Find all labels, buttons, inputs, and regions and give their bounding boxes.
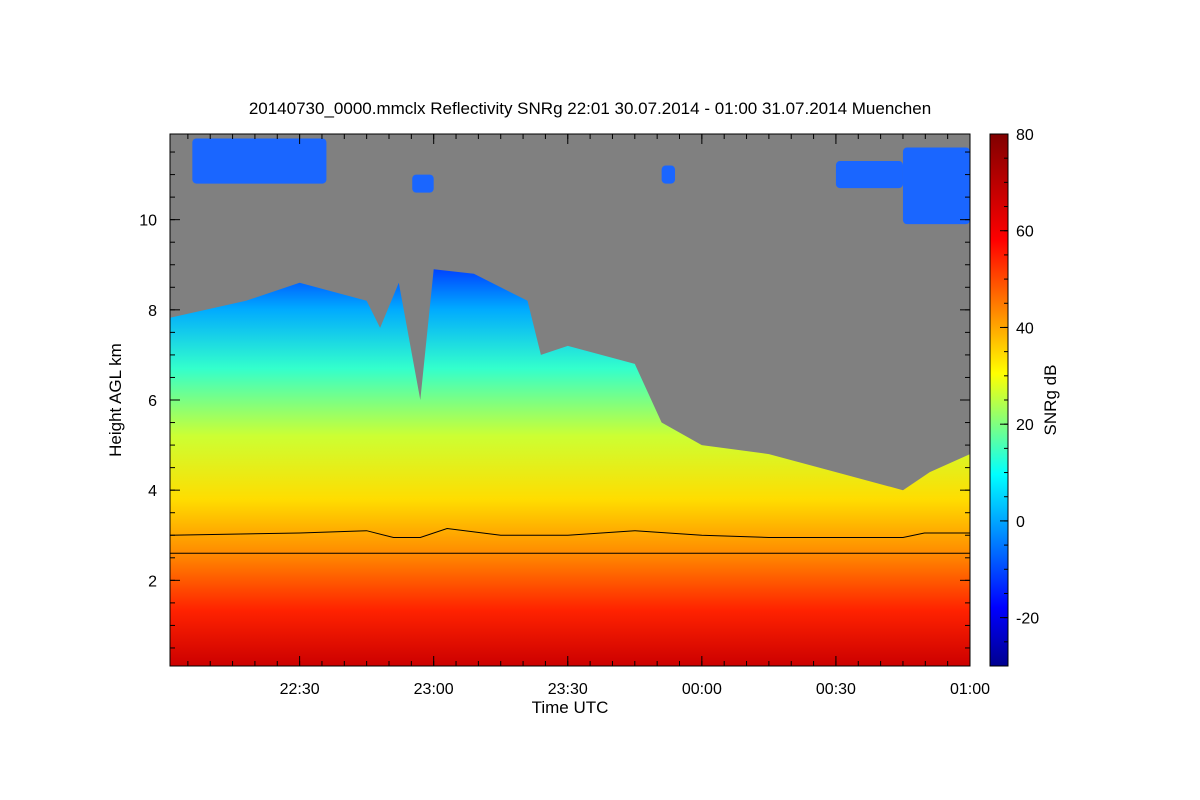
x-tick-label: 23:30 — [548, 681, 588, 698]
x-tick-label: 00:00 — [682, 681, 722, 698]
cirrus-patches — [192, 138, 970, 225]
colorbar-tick-label: 60 — [1016, 224, 1034, 241]
colorbar-tick-label: 0 — [1016, 514, 1025, 531]
colorbar-axis: -20 0 20 40 60 80 — [1000, 127, 1039, 667]
cirrus-patch-3 — [835, 161, 903, 189]
x-tick-label: 23:00 — [414, 681, 454, 698]
y-tick-label: 8 — [148, 303, 157, 320]
colorbar-tick-label: 80 — [1016, 127, 1034, 144]
x-axis: 22:30 23:00 23:30 00:00 00:30 01:00 — [187, 134, 990, 698]
melting-layer-line — [170, 527, 970, 538]
x-axis-label: Time UTC — [532, 698, 609, 717]
x-tick-label: 01:00 — [950, 681, 990, 698]
y-tick-label: 2 — [148, 573, 157, 590]
cirrus-patch-0 — [192, 138, 327, 184]
colorbar-tick-label: 20 — [1016, 417, 1034, 434]
chart-title: 20140730_0000.mmclx Reflectivity SNRg 22… — [249, 99, 931, 118]
cirrus-patch-2 — [661, 165, 676, 184]
colorbar-label: SNRg dB — [1041, 365, 1060, 436]
cirrus-patch-1 — [412, 174, 434, 193]
y-tick-label: 6 — [148, 393, 157, 410]
colorbar-tick-label: -20 — [1016, 611, 1039, 628]
echo-region — [170, 269, 970, 666]
y-axis: 2 4 6 8 10 — [139, 151, 970, 649]
plot-area — [170, 134, 970, 666]
x-tick-label: 22:30 — [280, 681, 320, 698]
x-tick-label: 00:30 — [816, 681, 856, 698]
cirrus-patch-4 — [902, 147, 970, 225]
y-tick-label: 10 — [139, 213, 157, 230]
colorbar-tick-label: 40 — [1016, 320, 1034, 337]
y-tick-label: 4 — [148, 483, 157, 500]
y-axis-label: Height AGL km — [106, 343, 125, 457]
